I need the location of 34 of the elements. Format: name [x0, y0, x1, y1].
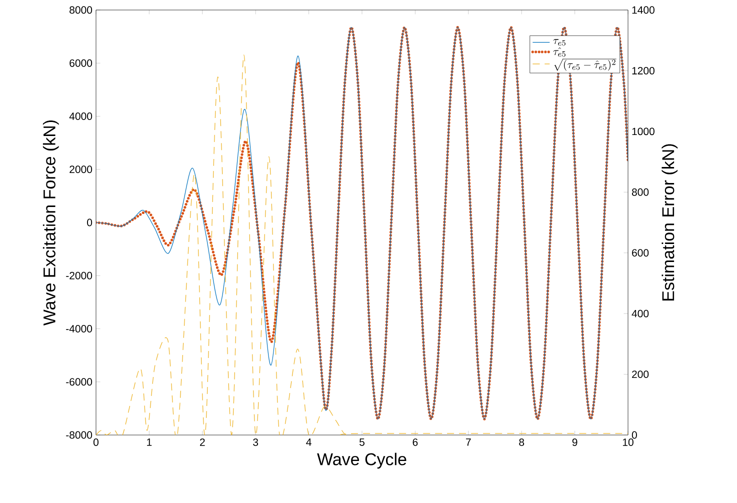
y-tick-label: 2000: [70, 166, 92, 174]
x-tick-label: 10: [622, 438, 634, 446]
y-tick-label: 6000: [70, 59, 92, 67]
y2-tick-label: 1000: [632, 128, 654, 136]
y2-axis-title: Estimation Error (kN): [662, 144, 678, 300]
y2-tick-label: 400: [632, 310, 649, 318]
y-tick-label: -8000: [66, 431, 92, 439]
y-tick-label: -6000: [66, 378, 92, 386]
y-tick-label: 8000: [70, 6, 92, 14]
x-tick-label: 2: [200, 438, 205, 446]
x-tick-label: 7: [466, 438, 471, 446]
y2-tick-label: 1400: [632, 6, 654, 14]
y2-tick-label: 800: [632, 188, 649, 196]
x-tick-label: 6: [412, 438, 418, 446]
legend-label: $\sqrt{(\tau_{e5}-\hat{\tau}_{e5})^2}$: [554, 58, 616, 71]
y-tick-label: 0: [87, 218, 92, 226]
y2-tick-label: 1200: [632, 66, 654, 74]
x-tick-label: 1: [147, 438, 152, 446]
legend-label: $\hat{\tau_{e5}}$: [553, 47, 566, 57]
x-tick-label: 5: [360, 438, 364, 446]
x-tick-label: 8: [519, 438, 524, 446]
y2-tick-label: 600: [632, 249, 649, 257]
y-tick-label: -2000: [66, 272, 92, 280]
y2-tick-label: 200: [632, 370, 649, 378]
y-tick-label: 4000: [69, 112, 92, 120]
y-axis-title: Wave Excitation Force (kN): [42, 120, 59, 326]
y2-tick-label: 0: [632, 431, 637, 439]
legend-label: $\tau_{e5}$: [553, 39, 566, 46]
x-tick-label: 4: [306, 438, 312, 446]
x-tick-label: 9: [572, 438, 578, 446]
y-tick-label: -4000: [66, 325, 92, 332]
x-axis-title: Wave Cycle: [317, 452, 406, 469]
x-tick-label: 0: [93, 438, 98, 446]
x-tick-label: 3: [253, 438, 258, 446]
